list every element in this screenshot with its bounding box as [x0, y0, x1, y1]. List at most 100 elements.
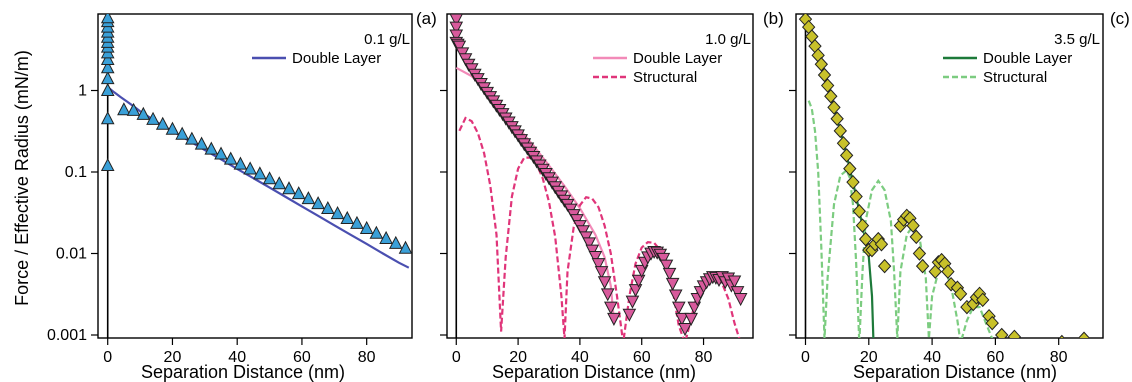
data-point [340, 210, 355, 224]
x-tick-label: 20 [860, 349, 878, 366]
data-point [398, 240, 412, 254]
data-point [243, 161, 257, 175]
data-point [204, 141, 219, 155]
x-tick-label: 60 [293, 349, 311, 366]
data-point [985, 315, 999, 331]
data-point [591, 258, 606, 272]
concentration-label-a: 0.1 g/L [364, 31, 410, 48]
data-point [379, 230, 393, 244]
plot-area [798, 14, 1091, 338]
data-point [100, 111, 115, 125]
data-point [820, 78, 835, 93]
data-point [830, 111, 844, 127]
data-point [136, 106, 151, 120]
x-tick-label: 60 [986, 349, 1004, 366]
data-point [839, 148, 854, 163]
data-point [668, 289, 683, 303]
data-point [684, 312, 699, 326]
data-point [223, 151, 238, 165]
data-point [906, 218, 920, 233]
data-point [214, 146, 228, 160]
data-point [388, 235, 403, 249]
data-point [656, 252, 671, 267]
x-tick-label: 40 [923, 349, 941, 366]
data-point [588, 250, 603, 265]
data-point [976, 292, 990, 308]
data-point [175, 126, 189, 140]
x-tick-label: 40 [571, 349, 589, 366]
data-point [449, 29, 464, 43]
series-line-structural [807, 100, 994, 338]
data-point [824, 89, 838, 104]
data-point [833, 123, 847, 139]
data-point [1058, 334, 1065, 338]
panel-label-b: (b) [763, 9, 784, 28]
data-point [836, 136, 851, 151]
panel-c: (c) 3.5 g/L Separation Distance (nm) 0 20… [789, 9, 1130, 382]
data-point [100, 51, 115, 66]
data-point [262, 171, 277, 185]
x-axis-title-b: Separation Distance (nm) [492, 362, 696, 382]
series-line-structural [458, 116, 741, 338]
data-point [849, 189, 863, 204]
data-point [301, 191, 316, 205]
x-axis-title-c: Separation Distance (nm) [853, 362, 1057, 382]
data-point [165, 121, 180, 135]
x-tick-label: 20 [509, 349, 527, 366]
data-point [730, 286, 745, 300]
data-point [912, 246, 927, 261]
data-point [915, 258, 930, 274]
plot-area [449, 14, 748, 338]
y-tick-label: 0.1 [65, 164, 87, 181]
data-point [665, 277, 680, 291]
x-tick-label: 0 [801, 349, 810, 366]
data-point [155, 116, 170, 130]
data-point [877, 258, 892, 274]
y-tick-label: 0.001 [47, 327, 87, 344]
data-point [582, 237, 597, 251]
data-point [678, 323, 692, 337]
data-point [126, 102, 141, 116]
data-point [100, 14, 115, 24]
x-tick-label: 80 [695, 349, 713, 366]
data-point [607, 312, 621, 326]
plot-frame [97, 13, 413, 339]
plot-frame [795, 13, 1104, 339]
data-point [146, 111, 160, 125]
data-point [852, 204, 866, 219]
data-point [995, 327, 1009, 338]
legend-label: Double Layer [633, 50, 722, 67]
plot-area [100, 14, 412, 269]
panel-label-a: (a) [416, 9, 437, 28]
panel-a: (a) 0.1 g/L Separation Distance (nm) 1 0.… [47, 9, 437, 382]
x-tick-label: 60 [633, 349, 651, 366]
data-point [291, 186, 306, 200]
data-point [359, 220, 374, 234]
data-point [282, 181, 296, 195]
data-point [253, 166, 267, 180]
data-point [597, 276, 612, 290]
data-point [585, 244, 600, 258]
data-point [330, 205, 345, 220]
data-point [941, 264, 955, 279]
data-point [631, 274, 646, 288]
legend-label: Double Layer [983, 50, 1072, 67]
data-point [321, 200, 335, 215]
data-point [100, 82, 115, 96]
data-point [194, 136, 209, 150]
series-line-double-layer [455, 66, 615, 321]
data-point [350, 215, 364, 229]
data-point [1078, 331, 1091, 338]
data-point [727, 275, 742, 289]
legend-label: Structural [983, 69, 1047, 86]
data-point [622, 308, 637, 322]
data-point [233, 156, 248, 170]
plot-frame [446, 13, 754, 339]
data-point [846, 174, 860, 190]
data-point [827, 100, 841, 115]
data-point [311, 196, 325, 210]
y-axis-title: Force / Effective Radius (mN/m) [12, 50, 32, 306]
data-point [843, 161, 857, 176]
x-tick-label: 40 [228, 349, 246, 366]
